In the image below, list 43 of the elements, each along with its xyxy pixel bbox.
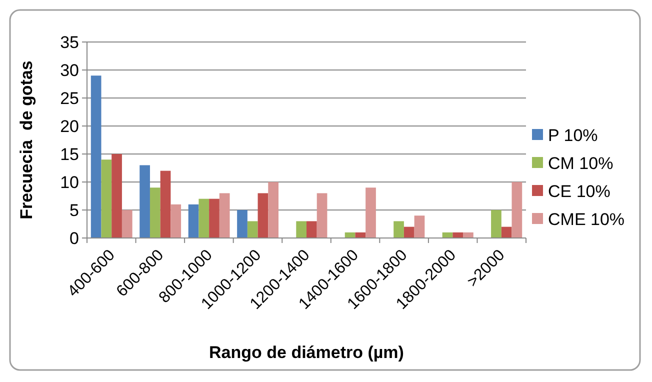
bar xyxy=(188,204,199,238)
bar xyxy=(268,182,278,238)
x-axis-title: Rango de diámetro (µm) xyxy=(209,343,404,362)
bar xyxy=(306,221,317,238)
bar xyxy=(160,170,171,238)
bar xyxy=(140,165,150,238)
bar xyxy=(512,182,522,238)
bar xyxy=(170,204,182,238)
legend-label: CME 10% xyxy=(548,210,625,229)
y-tick-label: 15 xyxy=(60,144,79,164)
bar xyxy=(316,193,328,238)
bar xyxy=(355,232,366,238)
bar xyxy=(101,160,112,238)
bar xyxy=(198,198,210,238)
bar xyxy=(452,232,464,238)
bar xyxy=(404,226,414,238)
y-axis-title: Frecuecia de gotas xyxy=(17,60,36,220)
bar xyxy=(414,216,425,238)
legend-label: CE 10% xyxy=(548,182,610,201)
legend-label: CM 10% xyxy=(548,154,614,173)
bar xyxy=(491,210,502,238)
bar xyxy=(122,210,132,238)
bar xyxy=(150,188,160,238)
bar xyxy=(237,210,248,238)
bar xyxy=(501,226,512,238)
bar xyxy=(209,198,220,238)
bar xyxy=(258,193,268,238)
bar xyxy=(296,221,306,238)
bar xyxy=(112,154,122,238)
y-tick-label: 30 xyxy=(60,60,79,80)
y-tick-label: 20 xyxy=(60,116,79,136)
y-tick-label: 10 xyxy=(60,172,79,192)
y-tick-label: 0 xyxy=(70,228,79,248)
bar xyxy=(219,193,230,238)
y-tick-label: 35 xyxy=(60,32,79,52)
y-tick-label: 5 xyxy=(70,200,79,220)
legend-label: P 10% xyxy=(548,126,598,145)
bar xyxy=(463,232,474,238)
y-tick-label: 25 xyxy=(60,88,79,108)
bar xyxy=(366,188,376,238)
bar xyxy=(90,76,102,238)
bar xyxy=(247,221,258,238)
bar xyxy=(394,221,404,238)
